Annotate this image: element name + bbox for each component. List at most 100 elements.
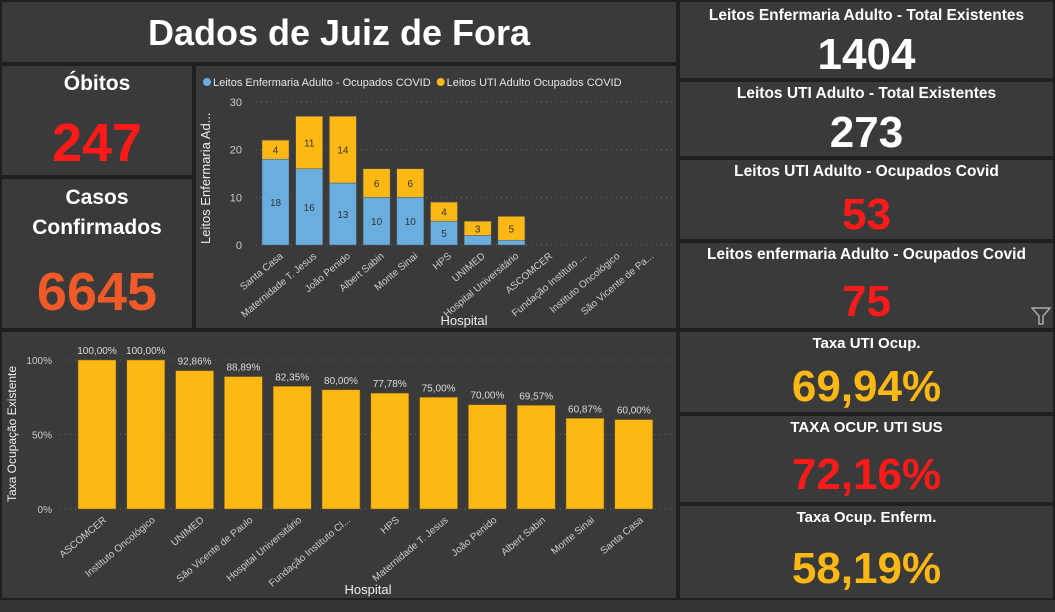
bar: [614, 419, 654, 510]
data-label: 88,89%: [226, 363, 260, 374]
x-axis-label: Hospital: [345, 582, 392, 597]
x-tick-label: Santa Casa: [599, 515, 646, 557]
bar-segment: [463, 220, 492, 236]
data-label: 16: [304, 203, 316, 214]
data-label: 11: [304, 139, 315, 150]
data-label: 18: [270, 198, 282, 209]
kpi-uti-total: Leitos UTI Adulto - Total Existentes 273: [678, 80, 1055, 158]
kpi-label: Leitos UTI Adulto - Total Existentes: [736, 85, 997, 102]
kpi-taxa-enferm: Taxa Ocup. Enferm. 58,19%: [678, 504, 1055, 600]
y-axis-label: Taxa Ocupação Existente: [5, 366, 19, 502]
bar: [370, 392, 410, 510]
data-label: 92,86%: [178, 357, 212, 368]
kpi-uti-ocupados: Leitos UTI Adulto - Ocupados Covid 53: [678, 158, 1055, 241]
kpi-value: 72,16%: [791, 450, 942, 499]
bar-segment: [430, 201, 458, 222]
x-tick-label: HPS: [431, 251, 454, 273]
kpi-value: 53: [842, 190, 891, 239]
stacked-bar-chart: Leitos Enfermaria Adulto - Ocupados COVI…: [198, 77, 674, 328]
kpi-label: Leitos Enfermaria Adulto - Total Existen…: [708, 7, 1025, 24]
data-label: 6: [374, 179, 380, 190]
data-label: 82,35%: [275, 372, 309, 383]
data-label: 60,00%: [617, 406, 651, 417]
stacked-chart-panel: Leitos Enfermaria Adulto - Ocupados COVI…: [194, 64, 678, 330]
data-label: 77,78%: [373, 379, 407, 390]
bar: [468, 404, 507, 510]
y-tick-label: 30: [230, 97, 242, 109]
x-tick-label: João Penido: [450, 515, 500, 559]
y-tick-label: 0: [236, 240, 242, 252]
legend-marker: [203, 78, 211, 86]
legend-label: Leitos Enfermaria Adulto - Ocupados COVI…: [213, 77, 431, 89]
bar: [272, 386, 312, 510]
legend-label: Leitos UTI Adulto Ocupados COVID: [447, 77, 622, 89]
data-label: 13: [337, 210, 349, 221]
data-label: 10: [405, 217, 417, 228]
data-label: 100,00%: [77, 346, 117, 357]
data-label: 6: [408, 179, 414, 190]
bar-segment: [329, 116, 357, 184]
x-tick-label: Fundação Instituto Cl...: [267, 515, 353, 590]
x-tick-label: HPS: [379, 515, 402, 537]
data-label: 10: [371, 217, 383, 228]
kpi-label: TAXA OCUP. UTI SUS: [790, 419, 943, 436]
data-label: 5: [441, 229, 447, 240]
kpi-label: Casos Confirmados: [32, 186, 162, 239]
bar-segment: [497, 239, 526, 246]
data-label: 4: [441, 208, 447, 219]
header-panel: Dados de Juiz de Fora: [0, 0, 678, 64]
data-label: 100,00%: [126, 346, 166, 357]
kpi-value: 69,94%: [791, 362, 942, 411]
occupancy-chart-panel: 0% 50% 100% Taxa Ocupação Existente 100,00% A…: [0, 330, 678, 600]
bar-segment: [329, 182, 357, 246]
kpi-taxa-uti-sus: TAXA OCUP. UTI SUS 72,16%: [678, 414, 1055, 504]
y-tick-label: 10: [230, 192, 242, 204]
bar-segment: [295, 168, 323, 246]
kpi-taxa-uti: Taxa UTI Ocup. 69,94%: [678, 330, 1055, 414]
data-label: 75,00%: [422, 383, 456, 394]
bar-segment: [261, 158, 290, 246]
kpi-value: 1404: [817, 30, 916, 79]
data-label: 69,57%: [519, 391, 553, 402]
page-title: Dados de Juiz de Fora: [147, 12, 531, 53]
data-label: 14: [337, 146, 349, 157]
bar: [77, 359, 117, 510]
x-axis-label: Hospital: [441, 313, 488, 328]
kpi-label: Leitos enfermaria Adulto - Ocupados Covi…: [707, 246, 1026, 263]
bar: [516, 405, 556, 510]
funnel-icon[interactable]: [1031, 307, 1051, 325]
kpi-obitos: Óbitos 247: [0, 64, 194, 177]
x-tick-label: UNIMED: [169, 515, 206, 549]
bar-segment: [497, 216, 526, 241]
kpi-value: 75: [842, 277, 891, 326]
bar-segment: [295, 116, 323, 169]
kpi-enfermaria-total: Leitos Enfermaria Adulto - Total Existen…: [678, 0, 1055, 80]
kpi-label: Taxa Ocup. Enferm.: [796, 509, 937, 526]
y-axis-label: Leitos Enfermaria Ad...: [198, 112, 213, 244]
bar-segment: [362, 168, 391, 198]
bar: [321, 389, 361, 510]
x-tick-label: ASCOMCER: [58, 515, 109, 561]
data-label: 5: [509, 224, 515, 235]
data-label: 3: [475, 224, 481, 235]
x-tick-label: Albert Sabin: [499, 515, 548, 558]
kpi-value: 247: [51, 113, 143, 173]
bar-segment: [463, 235, 492, 246]
legend-marker: [436, 78, 445, 86]
bar-segment: [261, 139, 290, 160]
bar-segment: [362, 197, 391, 246]
kpi-enfermaria-ocupados: Leitos enfermaria Adulto - Ocupados Covi…: [678, 241, 1055, 330]
data-label: 80,00%: [324, 376, 358, 387]
x-tick-label: Monte Sinai: [549, 515, 597, 557]
bar: [126, 359, 166, 510]
kpi-casos-confirmados: Casos Confirmados 6645: [0, 177, 194, 330]
kpi-label: Taxa UTI Ocup.: [812, 335, 921, 352]
data-label: 60,87%: [568, 404, 602, 415]
y-tick-label: 20: [230, 145, 242, 157]
bar: [419, 397, 458, 510]
bar: [565, 418, 605, 510]
bar: [175, 370, 214, 510]
data-label: 70,00%: [470, 391, 504, 402]
kpi-value: 273: [829, 108, 904, 157]
data-label: 4: [273, 146, 279, 157]
